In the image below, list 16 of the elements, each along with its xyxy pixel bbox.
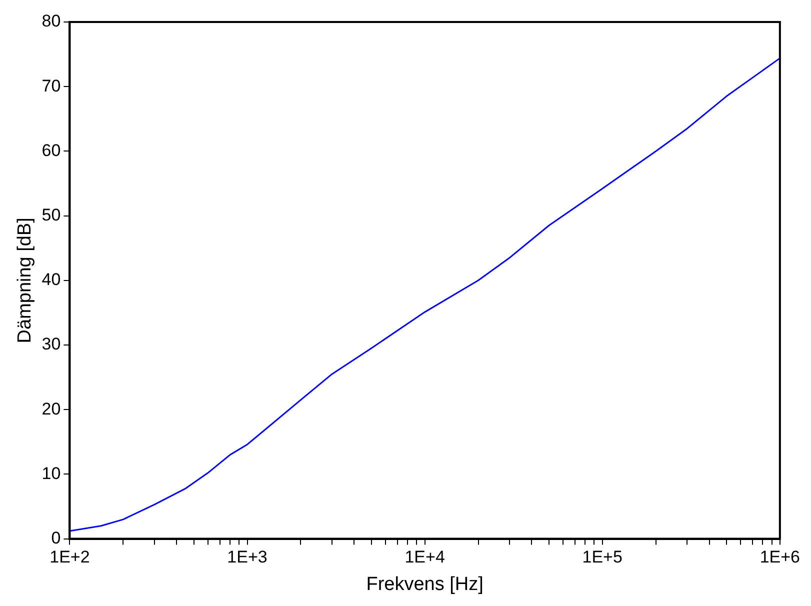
y-tick-label: 20 [42,399,61,418]
y-tick-label: 10 [42,464,61,483]
y-tick-label: 60 [42,140,61,160]
x-tick-label: 1E+6 [760,548,800,567]
y-tick-label: 40 [42,270,61,290]
y-axis-title: Dämpning [dB] [14,218,36,344]
y-tick-label: 0 [51,528,61,548]
y-tick-label: 70 [42,76,61,96]
x-tick-label: 1E+4 [404,548,445,567]
x-axis-title: Frekvens [Hz] [366,574,484,595]
y-tick-label: 80 [42,12,61,31]
x-tick-label: 1E+2 [50,548,90,567]
x-tick-label: 1E+5 [582,548,622,567]
y-tick-label: 30 [42,334,61,354]
y-tick-label: 50 [42,205,61,224]
x-tick-label: 1E+3 [227,548,268,567]
